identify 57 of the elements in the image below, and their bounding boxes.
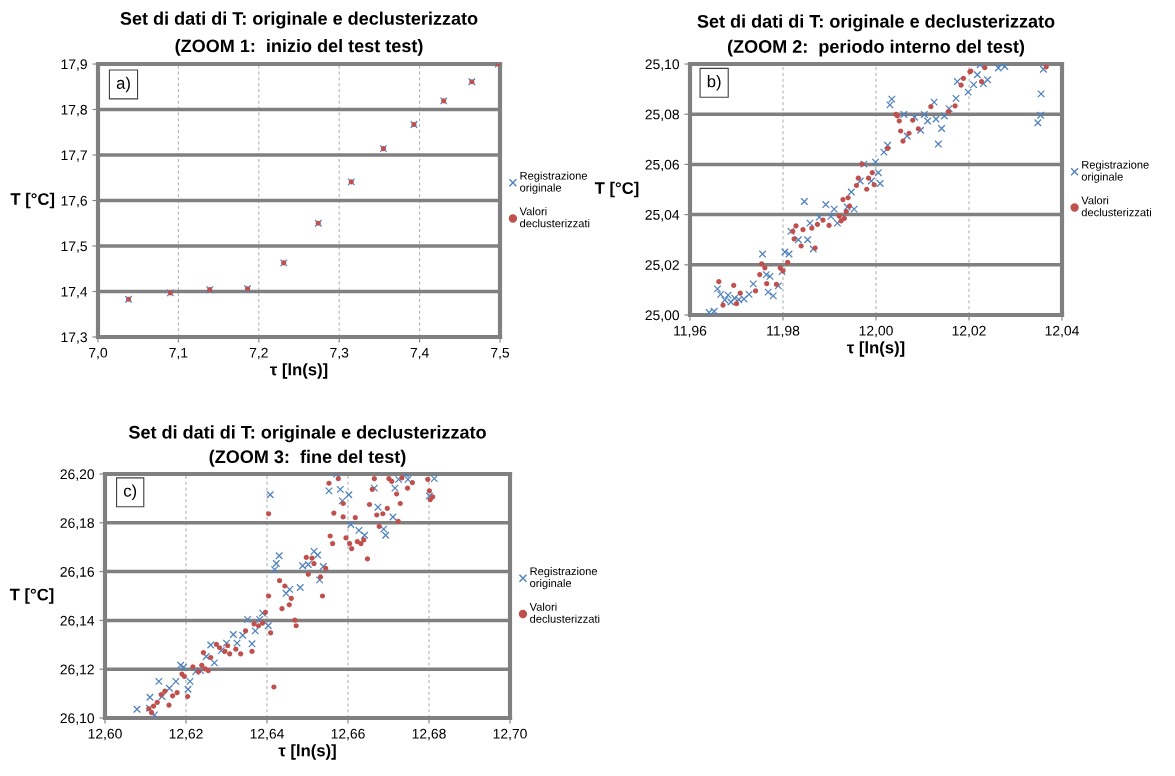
y-tick-label: 26,20 (60, 469, 95, 481)
annotation: a) (116, 76, 130, 93)
y-tick-label: 25,02 (645, 260, 679, 272)
x-tick-label: 12,60 (88, 728, 122, 741)
y-tick-label: 25,00 (645, 310, 680, 322)
legend-label: Valori declusterizzati (519, 207, 590, 228)
x-tick-label: 7,3 (330, 347, 349, 360)
y-axis-title: T [°C] (9, 588, 54, 604)
legend-label: Valori declusterizzati (1081, 196, 1151, 217)
chart-subtitle: (ZOOM 3: fine del test) (209, 449, 406, 467)
x-tick-label: 11,98 (767, 325, 800, 338)
y-tick-label: 26,14 (60, 615, 95, 628)
legend-label: Registrazione originale (520, 171, 588, 194)
x-tick-label: 12,02 (952, 325, 986, 338)
y-tick-label: 26,18 (60, 518, 94, 530)
chart-title: Set di dati di T: originale e declusterizzato (120, 11, 478, 29)
x-tick-label: 12,64 (250, 728, 284, 741)
annotation: b) (707, 75, 721, 91)
y-axis-title: T [°C] (10, 192, 55, 209)
y-axis-title: T [°C] (594, 181, 639, 198)
y-tick-label: 25,10 (645, 59, 680, 71)
x-tick-label: 12,04 (1045, 325, 1079, 338)
chart-subtitle: (ZOOM 2: periodo interno del test) (727, 39, 1025, 57)
y-tick-label: 17,5 (61, 241, 87, 253)
x-tick-label: 7,1 (169, 347, 188, 360)
y-tick-label: 17,6 (61, 195, 87, 208)
x-tick-label: 12,70 (493, 728, 527, 741)
x-axis-title: τ [ln(s)] (278, 744, 336, 760)
x-tick-label: 12,62 (169, 728, 203, 741)
x-tick-label: 7,0 (89, 347, 108, 360)
y-tick-label: 25,06 (645, 159, 679, 172)
y-tick-label: 26,12 (60, 664, 94, 677)
chart-title: Set di dati di T: originale e declusterizzato (128, 425, 486, 443)
legend-label: Registrazione originale (1081, 160, 1149, 183)
y-tick-label: 17,7 (61, 150, 87, 162)
x-tick-label: 7,4 (410, 347, 429, 360)
y-tick-label: 17,3 (61, 332, 87, 344)
x-axis-title: τ [ln(s)] (269, 363, 328, 379)
chart-title: Set di dati di T: originale e declusterizzato (697, 14, 1055, 32)
y-tick-label: 17,8 (61, 104, 87, 117)
y-tick-label: 17,9 (61, 59, 87, 71)
x-tick-label: 7,2 (249, 347, 268, 360)
x-tick-label: 7,5 (491, 347, 510, 360)
y-tick-label: 25,08 (645, 109, 679, 122)
legend-label: Valori declusterizzati (529, 602, 600, 623)
y-tick-label: 25,04 (645, 209, 680, 222)
x-axis-title: τ [ln(s)] (846, 341, 905, 357)
x-tick-label: 12,00 (859, 325, 893, 338)
annotation: c) (123, 484, 137, 501)
legend-label: Registrazione originale (530, 567, 598, 590)
chart-subtitle: (ZOOM 1: inizio del test test) (175, 38, 423, 56)
y-tick-label: 26,10 (60, 713, 95, 725)
x-tick-label: 12,68 (412, 728, 446, 741)
x-tick-label: 11,96 (674, 325, 707, 338)
x-tick-label: 12,66 (331, 728, 365, 741)
y-tick-label: 26,16 (60, 566, 94, 579)
y-tick-label: 17,4 (61, 286, 88, 299)
